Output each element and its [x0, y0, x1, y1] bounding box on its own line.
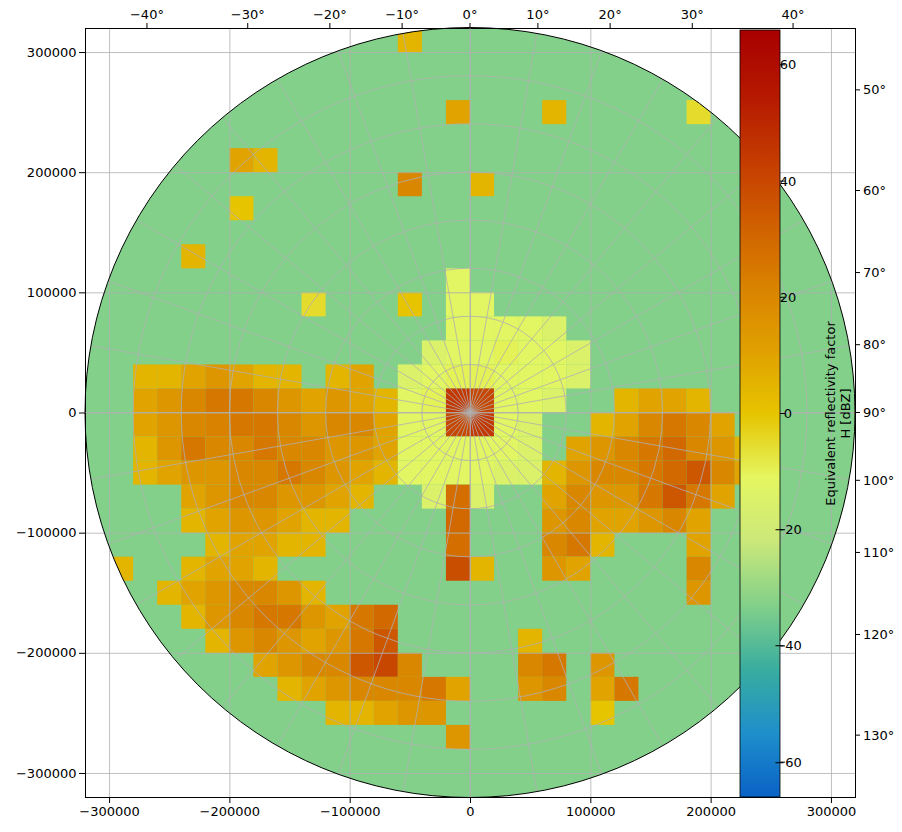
svg-text:0: 0 [68, 405, 76, 420]
svg-text:60°: 60° [863, 183, 886, 198]
svg-text:130°: 130° [863, 728, 894, 743]
svg-text:60: 60 [780, 57, 797, 72]
svg-text:−200000: −200000 [200, 804, 261, 819]
svg-text:40: 40 [780, 174, 797, 189]
svg-text:0: 0 [784, 406, 792, 421]
svg-text:−20°: −20° [313, 7, 347, 22]
svg-text:−300000: −300000 [79, 804, 140, 819]
svg-text:30°: 30° [681, 7, 704, 22]
svg-text:110°: 110° [863, 545, 894, 560]
svg-text:90°: 90° [863, 405, 886, 420]
svg-text:50°: 50° [863, 82, 886, 97]
svg-text:70°: 70° [863, 265, 886, 280]
svg-text:100000: 100000 [566, 804, 616, 819]
svg-text:H [dBZ]: H [dBZ] [838, 388, 853, 438]
svg-text:Equivalent reflectivity factor: Equivalent reflectivity factor [823, 321, 838, 506]
svg-text:80°: 80° [863, 337, 886, 352]
svg-text:100000: 100000 [27, 285, 77, 300]
svg-text:−60: −60 [774, 755, 801, 770]
svg-text:300000: 300000 [27, 45, 77, 60]
svg-text:300000: 300000 [807, 804, 857, 819]
svg-text:200000: 200000 [686, 804, 736, 819]
svg-text:40°: 40° [782, 7, 805, 22]
svg-text:0°: 0° [463, 7, 478, 22]
svg-text:120°: 120° [863, 627, 894, 642]
svg-text:−10°: −10° [385, 7, 419, 22]
svg-text:20: 20 [780, 290, 797, 305]
svg-text:−40: −40 [774, 638, 801, 653]
svg-text:10°: 10° [526, 7, 549, 22]
svg-text:200000: 200000 [27, 165, 77, 180]
svg-text:−30°: −30° [231, 7, 265, 22]
svg-text:−40°: −40° [130, 7, 164, 22]
svg-text:−200000: −200000 [16, 645, 77, 660]
svg-text:20°: 20° [599, 7, 622, 22]
svg-text:0: 0 [466, 804, 474, 819]
svg-text:−20: −20 [774, 522, 801, 537]
svg-text:−100000: −100000 [320, 804, 381, 819]
svg-text:100°: 100° [863, 473, 894, 488]
svg-text:−300000: −300000 [16, 766, 77, 781]
svg-text:−100000: −100000 [16, 525, 77, 540]
